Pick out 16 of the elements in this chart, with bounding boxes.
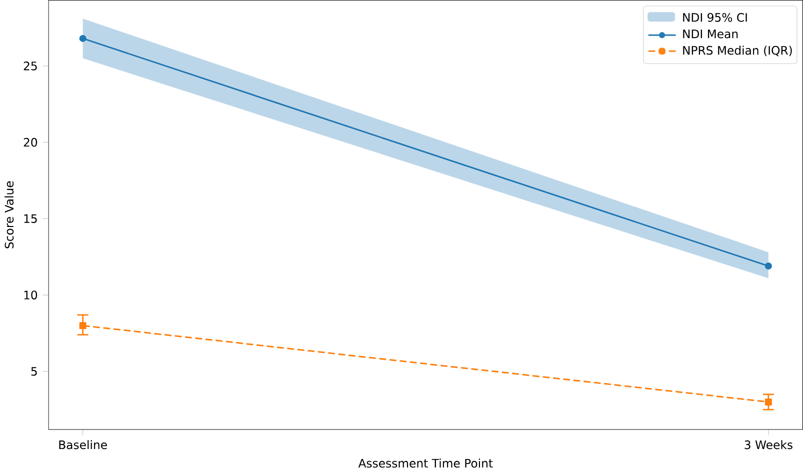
x-tick-label: 3 Weeks	[744, 440, 792, 450]
annotation: NDI 95% CI	[683, 12, 747, 22]
y-tick-label: 10	[24, 290, 38, 300]
point	[79, 322, 86, 330]
x-axis-title: Assessment Time Point	[358, 458, 493, 468]
y-tick-label: 15	[24, 214, 37, 223]
point	[79, 34, 86, 42]
y-tick-label: 5	[31, 367, 37, 376]
y-tick-label: 20	[24, 138, 38, 147]
point	[764, 262, 772, 270]
legend-label: NPRS Median (IQR)	[683, 46, 792, 56]
point	[764, 398, 772, 406]
legend-label: NDI Mean	[683, 30, 738, 38]
y-axis-title: Score Value	[4, 181, 14, 248]
y-tick-label: 25	[24, 61, 37, 70]
x-tick-label: Baseline	[59, 440, 107, 450]
